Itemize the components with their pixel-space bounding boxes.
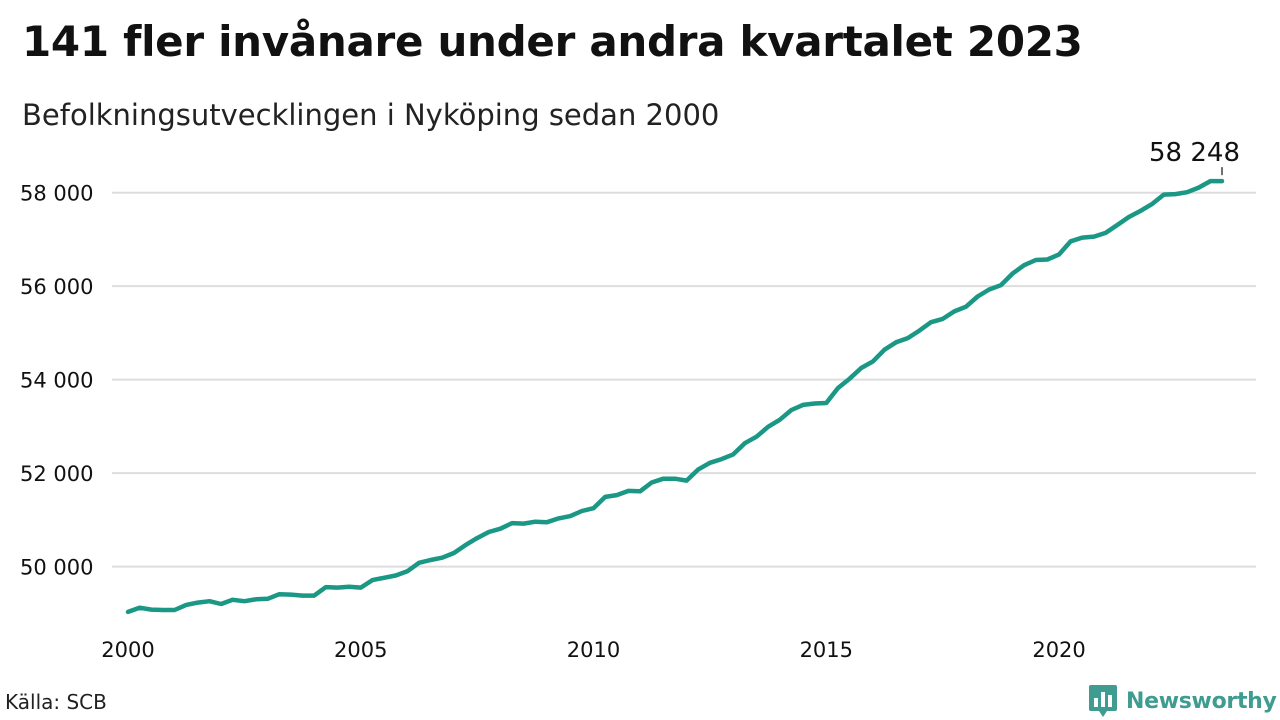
x-tick-label: 2010 [567,638,620,662]
y-tick-label: 50 000 [20,556,93,580]
x-tick-label: 2020 [1032,638,1085,662]
chart-title: 141 fler invånare under andra kvartalet … [22,17,1083,66]
data-series [125,178,1225,615]
y-tick-label: 52 000 [20,462,93,486]
series-line [125,178,1225,615]
source-note: Källa: SCB [5,690,107,714]
x-tick-label: 2000 [101,638,154,662]
y-tick-label: 56 000 [20,275,93,299]
x-tick-label: 2015 [800,638,853,662]
chart-subtitle: Befolkningsutvecklingen i Nyköping sedan… [22,98,720,132]
x-axis-tick-labels: 2000 2005 2010 2015 2020 [101,638,1086,662]
x-tick-label: 2005 [334,638,387,662]
annotation-label: 58 248 [1149,138,1240,168]
y-axis-tick-labels: 50 000 52 000 54 000 56 000 58 000 [20,182,93,580]
newsworthy-logo-icon [1089,685,1117,717]
gridlines [112,191,1256,568]
y-tick-label: 54 000 [20,369,93,393]
y-tick-label: 58 000 [20,182,93,206]
annotations: 58 248 [1149,138,1240,176]
brand-logo: Newsworthy [1088,684,1277,718]
brand-name: Newsworthy [1126,688,1277,714]
